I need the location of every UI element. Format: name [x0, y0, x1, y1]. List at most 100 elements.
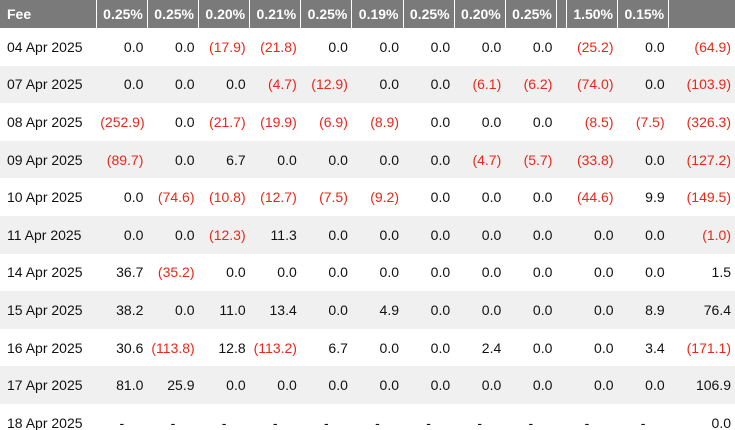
row-value: 0.0 [403, 291, 455, 329]
row-value: (21.7) [209, 113, 246, 130]
row-value: - [477, 414, 483, 430]
row-value: 0.0 [379, 339, 399, 356]
row-value: 0.0 [430, 113, 451, 130]
row-value: 81.0 [96, 366, 148, 404]
row-value: 0.0 [351, 65, 403, 104]
row-total: 106.9 [668, 366, 735, 404]
row-value: 0.0 [123, 189, 144, 206]
row-total: (64.9) [694, 38, 731, 55]
row-date: 07 Apr 2025 [0, 65, 97, 104]
row-date: 17 Apr 2025 [0, 366, 97, 404]
row-date: 16 Apr 2025 [7, 339, 83, 356]
row-value: 0.0 [645, 38, 665, 55]
row-value: (12.7) [260, 189, 297, 206]
row-value: (33.8) [556, 140, 618, 179]
row-value: 0.0 [617, 140, 669, 179]
row-value: (21.8) [260, 38, 297, 55]
row-value: (12.3) [198, 215, 250, 254]
row-value: (8.5) [584, 113, 614, 130]
row-total: (1.0) [668, 215, 735, 254]
row-value: - [170, 414, 176, 430]
row-value: 6.7 [198, 140, 250, 179]
row-value: 0.0 [617, 65, 669, 104]
fee-rate: 0.25% [403, 0, 455, 28]
row-value: (8.9) [370, 113, 399, 130]
row-value: 0.0 [300, 140, 352, 179]
table-body: 04 Apr 2025 0.0 0.0 (17.9) (21.8) 0.0 0.0 0.0 0.… [0, 28, 735, 430]
row-total: (149.5) [686, 189, 731, 206]
row-value: 0.0 [175, 38, 195, 55]
row-value: 0.0 [300, 215, 352, 254]
row-value: 0.0 [403, 215, 455, 254]
row-value: 0.0 [198, 366, 250, 404]
fee-rate: 0.25% [96, 0, 148, 28]
row-value: 8.9 [617, 291, 669, 329]
row-value: (4.7) [249, 65, 301, 104]
row-date: 15 Apr 2025 [0, 291, 97, 329]
row-value: (19.9) [260, 113, 297, 130]
row-value: - [323, 414, 329, 430]
row-value: 25.9 [147, 366, 199, 404]
table-row: 18 Apr 2025 - - - - - - - - - - - 0.0 [0, 404, 735, 430]
row-value: 0.0 [594, 264, 614, 281]
row-total: (127.2) [668, 140, 735, 179]
row-value: 0.0 [226, 264, 246, 281]
row-value: - [272, 414, 278, 430]
fee-rate: 1.50% [566, 0, 619, 28]
row-value: 0.0 [328, 264, 348, 281]
fee-rate: 0.15% [617, 0, 670, 28]
row-value: (25.2) [576, 38, 614, 55]
row-value: 0.0 [505, 291, 557, 329]
row-value: (89.7) [96, 140, 148, 179]
row-value: 0.0 [379, 38, 399, 55]
row-value: 0.0 [300, 366, 352, 404]
row-total: (103.9) [668, 65, 735, 104]
row-value: (44.6) [576, 189, 614, 206]
row-value: 0.0 [481, 113, 502, 130]
row-total: 0.0 [711, 414, 731, 430]
row-value: 11.3 [249, 215, 301, 254]
row-value: 0.0 [532, 113, 553, 130]
table-row: 08 Apr 2025 (252.9) 0.0 (21.7) (19.9) (6.9) (8… [0, 103, 735, 141]
fee-rate-total [668, 0, 735, 28]
row-value: (5.7) [505, 140, 557, 179]
row-value: (4.7) [454, 140, 506, 179]
row-value: 0.0 [249, 366, 301, 404]
table-row: 10 Apr 2025 0.0 (74.6) (10.8) (12.7) (7.5) (9.… [0, 178, 735, 216]
row-value: (7.5) [635, 113, 665, 130]
row-value: 0.0 [430, 264, 451, 281]
row-value: (252.9) [100, 113, 145, 130]
row-value: (6.9) [319, 113, 348, 130]
fee-rate: 0.25% [505, 0, 557, 28]
row-value: 0.0 [532, 38, 553, 55]
row-date: 08 Apr 2025 [7, 113, 83, 130]
row-value: 0.0 [454, 291, 506, 329]
table-row: 09 Apr 2025 (89.7) 0.0 6.7 0.0 0.0 0.0 0.0 (4.7)… [0, 140, 735, 179]
table-row: 16 Apr 2025 30.6 (113.8) 12.8 (113.2) 6.7 0.0 0… [0, 329, 735, 367]
row-value: 0.0 [645, 264, 665, 281]
row-value: 0.0 [556, 366, 618, 404]
row-value: 0.0 [532, 339, 553, 356]
row-value: 0.0 [594, 339, 614, 356]
row-value: 30.6 [116, 339, 144, 356]
fee-rate-spacer [556, 0, 567, 28]
row-value: 0.0 [532, 264, 553, 281]
fee-rate: 0.25% [300, 0, 353, 28]
row-value: 6.7 [328, 339, 348, 356]
row-value: 0.0 [430, 38, 451, 55]
row-value: 0.0 [617, 215, 669, 254]
row-value: 0.0 [532, 189, 553, 206]
table-row: 11 Apr 2025 0.0 0.0 (12.3) 11.3 0.0 0.0 0.0 0.0 0… [0, 215, 735, 254]
row-value: (6.2) [505, 65, 557, 104]
fee-rate: 0.20% [198, 0, 251, 28]
fee-rate: 0.25% [147, 0, 200, 28]
row-value: 0.0 [556, 215, 618, 254]
row-value: 0.0 [123, 38, 144, 55]
row-value: - [584, 414, 590, 430]
row-value: 0.0 [505, 366, 557, 404]
row-value: 0.0 [198, 65, 250, 104]
table-row: 04 Apr 2025 0.0 0.0 (17.9) (21.8) 0.0 0.0 0.0 0.… [0, 28, 735, 66]
row-value: 0.0 [403, 65, 455, 104]
row-value: 0.0 [351, 366, 403, 404]
row-value: 0.0 [481, 264, 502, 281]
